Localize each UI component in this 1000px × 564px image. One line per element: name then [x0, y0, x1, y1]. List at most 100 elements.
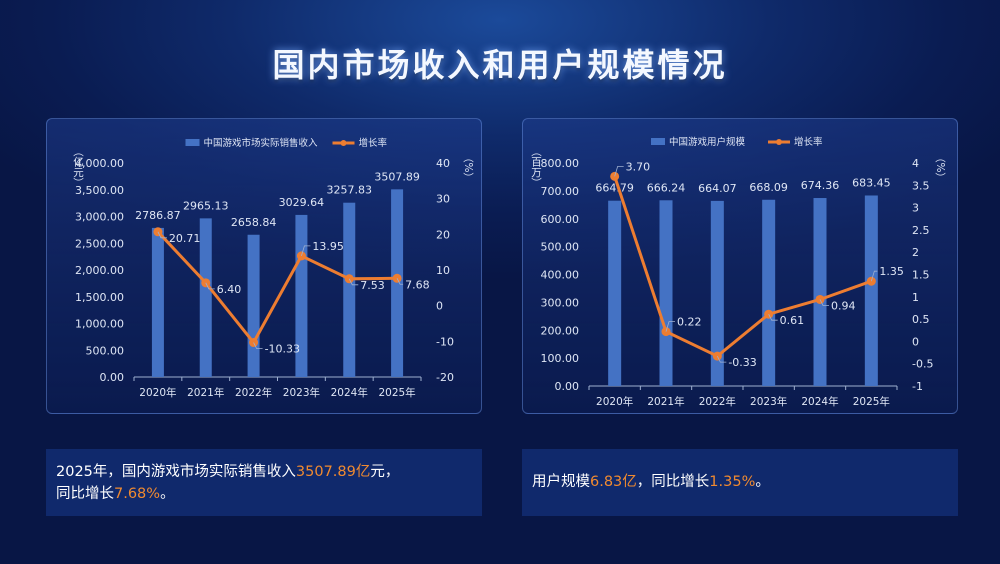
bar-value-label: 666.24 — [647, 181, 686, 194]
y2-tick-label: 1 — [912, 291, 919, 304]
x-tick-label: 2025年 — [378, 386, 415, 399]
x-tick-label: 2022年 — [235, 386, 272, 399]
users-chart-panel — [522, 118, 958, 414]
growth-rate-label: 1.35 — [879, 265, 904, 278]
y-tick-label: 300.00 — [541, 296, 580, 309]
y2-tick-label: 0 — [436, 300, 443, 313]
label-leader-line — [157, 231, 167, 239]
y2-tick-label: 0 — [912, 335, 919, 348]
growth-rate-label: 3.70 — [626, 160, 651, 173]
legend-line-label: 增长率 — [794, 136, 823, 148]
growth-rate-point — [296, 251, 306, 261]
y2-tick-label: 10 — [436, 264, 450, 277]
bar-value-label: 2658.84 — [231, 216, 277, 229]
summary-value: 1.35% — [709, 474, 756, 490]
bar — [247, 234, 260, 377]
y-tick-label: 3,000.00 — [75, 211, 124, 224]
x-tick-label: 2022年 — [699, 395, 736, 408]
summary-text: ，同比增长 — [636, 474, 710, 490]
growth-rate-label: 0.22 — [677, 316, 702, 329]
growth-rate-label: -10.33 — [265, 343, 300, 356]
legend-line-marker — [340, 140, 347, 146]
users-y-axis-unit: （百万） — [530, 146, 542, 188]
y2-tick-label: -0.5 — [912, 358, 933, 371]
y2-tick-label: 2 — [912, 246, 919, 259]
y2-tick-label: 3 — [912, 202, 919, 215]
revenue-chart-panel — [46, 118, 482, 414]
label-leader-line — [870, 270, 878, 282]
y-tick-label: 2,000.00 — [75, 264, 124, 277]
legend-bar-label: 中国游戏用户规模 — [669, 136, 746, 148]
y-tick-label: 1,500.00 — [75, 291, 124, 304]
label-leader-line — [819, 299, 829, 306]
y2-tick-label: 40 — [436, 157, 450, 170]
users-summary: 用户规模6.83亿，同比增长1.35%。 — [522, 449, 958, 516]
users-y2-axis-unit: （%） — [934, 152, 946, 183]
y-tick-label: 500.00 — [541, 241, 580, 254]
x-tick-label: 2023年 — [283, 386, 320, 399]
bar — [391, 189, 404, 377]
bar-value-label: 2965.13 — [183, 199, 229, 212]
bar-value-label: 664.07 — [698, 182, 737, 195]
legend-bar-label: 中国游戏市场实际销售收入 — [204, 137, 319, 149]
summary-text: 元， — [370, 464, 400, 480]
y-tick-label: 600.00 — [541, 213, 580, 226]
label-leader-line — [665, 321, 675, 332]
growth-rate-label: 20.71 — [169, 232, 201, 245]
x-tick-label: 2021年 — [187, 386, 224, 399]
y-tick-label: 200.00 — [541, 324, 580, 337]
y-tick-label: 0.00 — [555, 380, 580, 393]
bar — [151, 227, 164, 377]
growth-rate-line — [156, 230, 398, 346]
x-tick-label: 2020年 — [596, 395, 633, 408]
summary-text: 。 — [755, 474, 770, 490]
x-tick-label: 2020年 — [139, 386, 176, 399]
summary-text: 。 — [160, 486, 175, 502]
growth-rate-point — [249, 338, 259, 348]
growth-rate-label: 7.53 — [360, 279, 385, 292]
label-leader-line — [396, 278, 404, 285]
y-tick-label: 400.00 — [541, 269, 580, 282]
label-leader-line — [301, 245, 311, 257]
revenue-summary: 2025年，国内游戏市场实际销售收入3507.89亿元， 同比增长7.68%。 — [46, 449, 482, 516]
y2-tick-label: 2.5 — [912, 224, 930, 237]
bar-value-label: 683.45 — [852, 176, 891, 189]
bar — [762, 199, 776, 386]
growth-rate-line — [613, 175, 872, 358]
y2-tick-label: -1 — [912, 380, 923, 393]
y-tick-label: 100.00 — [541, 352, 580, 365]
growth-rate-label: 13.95 — [312, 240, 344, 253]
y2-tick-label: 0.5 — [912, 313, 930, 326]
bar-value-label: 674.36 — [801, 179, 840, 192]
growth-rate-label: 0.94 — [831, 299, 856, 312]
legend-line-marker — [776, 139, 782, 145]
y2-tick-label: 4 — [912, 157, 919, 170]
summary-value: 3507.89亿 — [295, 464, 371, 480]
summary-value: 6.83亿 — [590, 474, 637, 490]
legend-line-label: 增长率 — [359, 137, 388, 149]
bar — [864, 195, 878, 386]
bar-value-label: 3029.64 — [279, 196, 325, 209]
summary-text: 用户规模 — [532, 474, 590, 490]
y-tick-label: 2,500.00 — [75, 237, 124, 250]
bar — [199, 218, 212, 377]
x-tick-label: 2024年 — [801, 395, 838, 408]
y-tick-label: 4,000.00 — [75, 157, 124, 170]
revenue-y2-axis-unit: （%） — [462, 152, 474, 183]
bar-value-label: 3257.83 — [327, 184, 373, 197]
label-leader-line — [348, 278, 359, 286]
y-tick-label: 800.00 — [541, 157, 580, 170]
y2-tick-label: 3.5 — [912, 179, 930, 192]
y-tick-label: 0.00 — [100, 371, 125, 384]
label-leader-line — [205, 282, 215, 290]
legend-bar-swatch — [185, 139, 200, 146]
bar-value-label: 664.79 — [595, 182, 634, 195]
revenue-y-axis-unit: （亿元） — [72, 146, 84, 188]
y-tick-label: 3,500.00 — [75, 184, 124, 197]
y2-tick-label: -20 — [436, 371, 454, 384]
y2-tick-label: -10 — [436, 335, 454, 348]
y2-tick-label: 30 — [436, 193, 450, 206]
bar — [659, 200, 673, 386]
x-tick-label: 2024年 — [331, 386, 368, 399]
